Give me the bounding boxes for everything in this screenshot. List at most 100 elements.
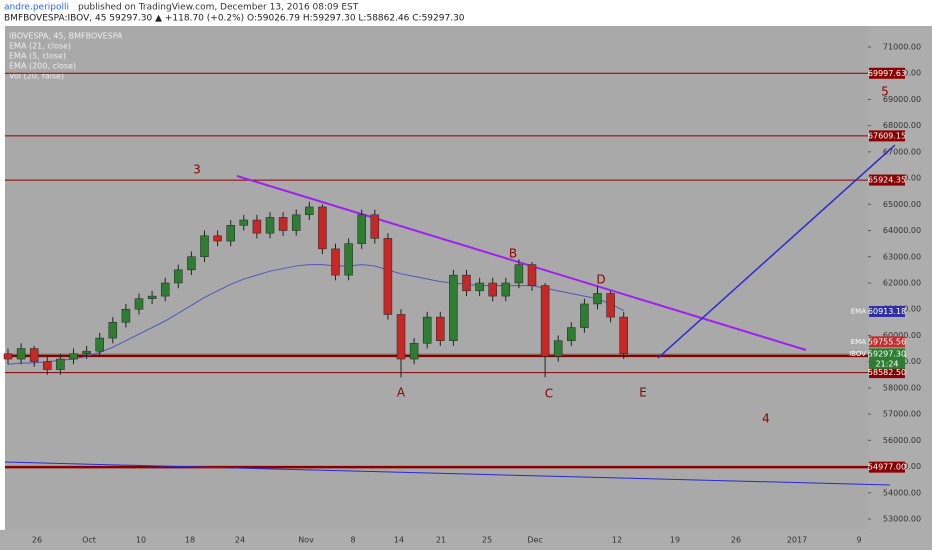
candle-body xyxy=(462,274,471,292)
price-tag-label: 59755.56 xyxy=(868,337,906,346)
wave-label: B xyxy=(509,247,517,261)
x-tick-label: 26 xyxy=(32,536,42,545)
published: published on TradingView.com, December 1… xyxy=(78,3,359,13)
price-tag xyxy=(869,336,905,348)
level-tag-label: 54977.00 xyxy=(868,463,906,472)
x-tick-label: 8 xyxy=(350,536,355,545)
x-tick-label: 21 xyxy=(436,536,446,545)
author: andre.peripolli xyxy=(4,3,69,13)
candle-body xyxy=(43,361,52,370)
y-tick-label: 63000.00 xyxy=(883,252,921,261)
candle-body xyxy=(29,348,39,362)
price-axis xyxy=(868,26,932,530)
level-tag xyxy=(869,67,905,79)
candle-body xyxy=(278,217,288,231)
y-tick-label: 57000.00 xyxy=(883,410,921,419)
level-tag xyxy=(869,174,905,186)
candle-body xyxy=(121,308,131,323)
y-tick-label: 69000.00 xyxy=(883,95,921,104)
candle-body xyxy=(252,219,262,234)
legend-entry: EMA (21, close) xyxy=(9,42,71,51)
tag-name: EMA xyxy=(851,338,866,346)
wave-label: E xyxy=(639,386,647,400)
level-tag-label: 58582.50 xyxy=(868,368,906,377)
legend-entry: Vol (20, false) xyxy=(9,72,64,81)
candle-body xyxy=(580,303,589,328)
candle-body xyxy=(501,282,511,297)
x-tick-label: 9 xyxy=(856,536,861,545)
level-tag-label: 65924.35 xyxy=(868,176,906,185)
candle-body xyxy=(265,217,275,234)
wave-label: A xyxy=(397,386,406,400)
candle-body xyxy=(619,316,628,355)
x-tick-label: 18 xyxy=(185,536,195,545)
x-tick-label: Nov xyxy=(298,536,314,545)
y-tick-label: 65000.00 xyxy=(883,200,921,209)
wave-label: 4 xyxy=(762,412,770,426)
candle-body xyxy=(331,248,340,276)
candle-body xyxy=(606,293,615,318)
x-tick-label: 14 xyxy=(394,536,404,545)
level-tag xyxy=(869,367,905,379)
candle-body xyxy=(95,337,104,352)
wave-label: D xyxy=(596,273,605,287)
candle-body xyxy=(69,353,78,360)
x-tick-label: 12 xyxy=(612,536,622,545)
candle-body xyxy=(344,243,353,276)
y-tick-label: 64000.00 xyxy=(883,226,921,235)
y-tick-label: 54000.00 xyxy=(883,488,921,497)
ema-line xyxy=(7,264,624,365)
candle-body xyxy=(108,322,118,339)
x-tick-label: 10 xyxy=(136,536,146,545)
legend-entry: EMA (5, close) xyxy=(9,52,66,61)
candle-body xyxy=(422,316,432,344)
x-tick-label: 2017 xyxy=(787,536,807,545)
price-tag xyxy=(869,305,905,317)
trendline xyxy=(236,175,807,351)
candle-body xyxy=(540,285,550,357)
candle-body xyxy=(318,206,327,250)
candle-body xyxy=(305,206,314,216)
candle-body xyxy=(174,269,183,284)
wave-label: 5 xyxy=(881,85,889,99)
candle-body xyxy=(553,340,563,357)
x-tick-label: 24 xyxy=(235,536,245,545)
y-tick-label: 53000.00 xyxy=(883,514,921,523)
trendline xyxy=(4,461,891,486)
tag-name: IBOV xyxy=(849,350,866,358)
countdown-box xyxy=(869,358,905,369)
price-tag xyxy=(869,348,905,360)
candle-body xyxy=(370,214,380,239)
candle-body xyxy=(147,295,157,299)
x-tick-label: 26 xyxy=(731,536,741,545)
y-tick-label: 71000.00 xyxy=(883,42,921,51)
candle-body xyxy=(213,235,222,242)
y-tick-label: 60000.00 xyxy=(883,331,921,340)
candle-body xyxy=(449,274,458,341)
candle-body xyxy=(527,264,537,286)
plot-area xyxy=(5,26,868,530)
x-tick-label: 25 xyxy=(482,536,492,545)
time-axis xyxy=(0,530,932,550)
x-tick-label: Dec xyxy=(527,536,542,545)
candle-body xyxy=(239,219,249,226)
candle-body xyxy=(514,264,524,284)
candle-body xyxy=(226,225,235,242)
candle-body xyxy=(383,238,393,315)
legend-entry: IBOVESPA, 45, BMFBOVESPA xyxy=(9,32,123,41)
candle-body xyxy=(160,282,170,297)
legend-entry: EMA (200, close) xyxy=(9,62,76,71)
candle-body xyxy=(567,327,576,341)
candle-body xyxy=(56,358,65,370)
y-tick-label: 67000.00 xyxy=(883,147,921,156)
x-tick-label: Oct xyxy=(82,536,96,545)
candle-body xyxy=(593,293,602,305)
candle-body xyxy=(357,214,366,244)
candle-body xyxy=(291,214,301,231)
candle-body xyxy=(82,350,91,355)
wave-label: C xyxy=(545,387,553,401)
y-tick-label: 56000.00 xyxy=(883,436,921,445)
countdown: 21:24 xyxy=(875,359,898,368)
level-tag xyxy=(869,461,905,473)
